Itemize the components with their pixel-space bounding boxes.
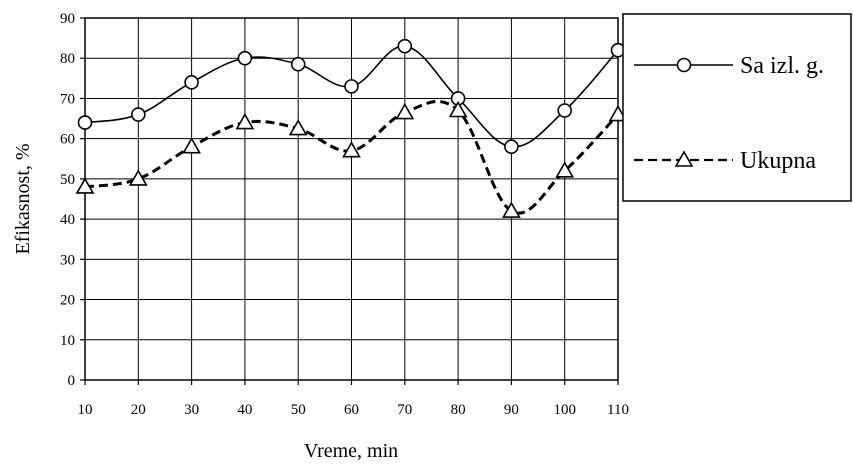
data-point xyxy=(128,169,148,186)
x-tick-label: 40 xyxy=(237,402,252,418)
data-point xyxy=(342,141,361,158)
data-point xyxy=(344,79,359,94)
data-point xyxy=(395,102,415,120)
series-sa-izl-g xyxy=(77,38,626,155)
series-ukupna xyxy=(75,100,628,218)
data-point xyxy=(182,137,201,154)
data-point xyxy=(397,38,413,54)
data-point xyxy=(235,112,255,130)
data-point xyxy=(504,139,519,155)
y-tick-label: 10 xyxy=(60,333,75,349)
series-line xyxy=(84,45,619,148)
data-point xyxy=(448,100,468,118)
data-point xyxy=(557,103,573,118)
legend-item-sa-izl-g: Sa izl. g. xyxy=(634,53,824,79)
legend-label: Sa izl. g. xyxy=(740,53,824,79)
data-point xyxy=(131,107,146,122)
data-point xyxy=(75,177,95,194)
legend-item-ukupna: Ukupna xyxy=(634,148,816,174)
x-tick-label: 110 xyxy=(607,402,629,418)
x-axis-ticks: 10 20 30 40 50 60 70 80 90 100 110 xyxy=(78,380,629,418)
x-tick-label: 60 xyxy=(344,402,359,418)
legend-marker xyxy=(674,150,694,167)
legend: Sa izl. g. Ukupna xyxy=(622,13,852,202)
y-tick-label: 70 xyxy=(60,91,75,107)
y-axis-ticks: 0 10 20 30 40 50 60 70 80 90 xyxy=(60,11,85,389)
data-series xyxy=(75,38,628,218)
y-tick-label: 80 xyxy=(60,51,75,67)
grid-lines xyxy=(84,17,619,381)
y-tick-label: 30 xyxy=(60,252,75,268)
x-tick-label: 20 xyxy=(131,402,146,418)
y-tick-label: 50 xyxy=(60,172,75,188)
x-tick-label: 10 xyxy=(78,402,93,418)
legend-marker xyxy=(676,57,692,73)
data-point xyxy=(237,50,253,66)
x-axis-label: Vreme, min xyxy=(304,440,398,462)
legend-label: Ukupna xyxy=(740,148,816,174)
data-point xyxy=(288,118,308,136)
x-tick-label: 70 xyxy=(397,402,412,418)
x-tick-label: 100 xyxy=(553,402,576,418)
x-tick-label: 30 xyxy=(184,402,199,418)
data-point xyxy=(608,104,628,122)
y-tick-label: 20 xyxy=(60,293,75,309)
legend-box xyxy=(622,13,852,202)
data-point xyxy=(184,75,199,90)
data-point xyxy=(555,161,575,178)
x-tick-label: 80 xyxy=(451,402,466,418)
x-tick-label: 50 xyxy=(291,402,306,418)
data-point xyxy=(290,56,306,72)
x-tick-label: 90 xyxy=(504,402,519,418)
series-line xyxy=(84,100,620,215)
y-tick-label: 60 xyxy=(60,132,75,148)
data-point xyxy=(502,201,521,218)
data-point xyxy=(77,115,93,130)
y-tick-label: 40 xyxy=(60,212,75,228)
y-tick-label: 90 xyxy=(60,11,75,27)
y-tick-label: 0 xyxy=(68,373,76,389)
y-axis-label: Efikasnost, % xyxy=(12,143,34,254)
